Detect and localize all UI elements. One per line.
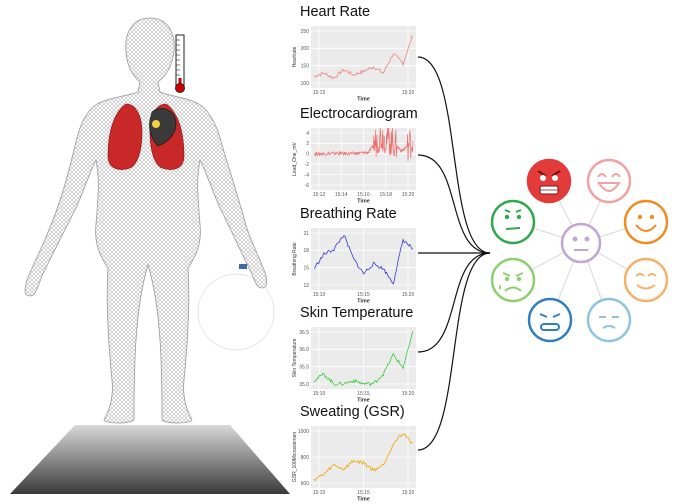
y-axis-label: Heartrate xyxy=(292,46,298,67)
y-tick-label: 200 xyxy=(301,46,310,52)
wrist-sensor xyxy=(239,264,247,269)
series-line xyxy=(313,235,414,285)
series-line xyxy=(313,331,414,387)
series-line xyxy=(313,433,414,482)
tense-face-icon xyxy=(527,297,573,343)
x-tick-label: 15:20 xyxy=(402,90,415,96)
panel-title-gsr: Sweating (GSR) xyxy=(300,404,405,420)
x-tick-label: 15:10 xyxy=(313,292,326,298)
connector-line xyxy=(417,154,491,254)
thermometer-mercury xyxy=(178,78,182,86)
x-tick-label: 15:20 xyxy=(402,490,415,496)
y-tick-label: -6 xyxy=(305,183,310,189)
y-tick-label: 100 xyxy=(301,81,310,87)
y-tick-label: 0 xyxy=(306,152,309,158)
body-silhouette xyxy=(24,17,268,424)
human-body-mesh-illustration xyxy=(10,17,290,494)
y-tick-label: 35.0 xyxy=(299,382,309,388)
sad-face-icon xyxy=(490,257,536,303)
panel-title-ecg: Electrocardiogram xyxy=(300,106,418,122)
connector-line xyxy=(417,56,491,254)
x-tick-label: 15:20 xyxy=(402,192,415,198)
x-tick-label: 15:14 xyxy=(335,192,348,198)
y-axis-label: Skin Temperature xyxy=(292,338,298,377)
calm-face-icon xyxy=(586,297,632,343)
panel-title-heart-rate: Heart Rate xyxy=(300,4,371,20)
y-tick-label: 4 xyxy=(306,131,309,137)
chart-breathing-rate: 21 18 15 12 15:10 15:15 15:20 Time Breathing Rat… xyxy=(292,228,416,305)
x-tick-label: 15:16 xyxy=(357,192,370,198)
y-axis-label: GSR_100Microsiemen xyxy=(292,432,298,483)
y-tick-label: 36.5 xyxy=(299,330,309,336)
x-tick-label: 15:15 xyxy=(313,90,326,96)
angry-face-icon xyxy=(526,158,572,204)
x-tick-label: 15:15 xyxy=(357,490,370,496)
neutral-face-icon xyxy=(560,222,602,264)
heart-highlight xyxy=(152,120,160,128)
panel-title-breathing: Breathing Rate xyxy=(300,206,397,222)
laughing-face-icon xyxy=(586,158,632,204)
x-tick-label: 15:10 xyxy=(313,490,326,496)
content-face-icon xyxy=(623,257,669,303)
thermometer-bulb xyxy=(175,83,185,93)
y-axis-label: Breathing Rate xyxy=(292,242,298,276)
x-tick-label: 15:10 xyxy=(313,391,326,397)
x-tick-label: 15:18 xyxy=(379,192,392,198)
disgusted-face-icon xyxy=(490,199,536,245)
x-axis-label: Time xyxy=(357,299,370,305)
y-tick-label: 250 xyxy=(301,29,310,35)
series-line xyxy=(313,127,414,162)
x-axis-label: Time xyxy=(357,97,370,103)
series-line xyxy=(313,35,414,80)
x-tick-label: 15:20 xyxy=(402,292,415,298)
connector-line xyxy=(417,252,491,451)
y-tick-label: -4 xyxy=(305,172,310,178)
x-axis-label: Time xyxy=(357,398,370,404)
sensor-range-circle xyxy=(197,273,275,351)
y-tick-label: 36.0 xyxy=(299,347,309,353)
chart-skin-temperature: 36.5 36.0 35.5 35.0 15:10 15:15 15:20 Time Skin … xyxy=(292,327,416,404)
chart-ecg: 4 2 0 -2 -4 -615:12 15:14 15:16 15:18 15:20 Time Le… xyxy=(292,127,416,205)
y-tick-label: 800 xyxy=(301,455,310,461)
y-tick-label: 15 xyxy=(303,265,309,271)
x-axis-label: Time xyxy=(357,199,370,205)
y-tick-label: -2 xyxy=(305,162,310,168)
y-tick-label: 1000 xyxy=(298,429,309,435)
left-lung xyxy=(107,103,143,170)
y-tick-label: 18 xyxy=(303,248,309,254)
x-tick-label: 15:12 xyxy=(313,192,326,198)
floor-platform xyxy=(10,425,290,494)
y-tick-label: 150 xyxy=(301,63,310,69)
x-axis-label: Time xyxy=(357,497,370,503)
y-axis-label: Lead_One_mV xyxy=(292,142,298,176)
x-tick-label: 15:15 xyxy=(357,292,370,298)
y-tick-label: 35.5 xyxy=(299,364,309,370)
x-tick-label: 15:20 xyxy=(402,391,415,397)
y-tick-label: 21 xyxy=(303,231,309,237)
y-tick-label: 12 xyxy=(303,283,309,289)
connector-line xyxy=(417,252,491,353)
panel-title-skin-temperature: Skin Temperature xyxy=(300,305,414,321)
x-tick-label: 15:15 xyxy=(357,391,370,397)
y-tick-label: 600 xyxy=(301,481,310,487)
y-tick-label: 2 xyxy=(306,141,309,147)
plot-area xyxy=(311,26,416,88)
heart-organ xyxy=(149,108,177,147)
happy-face-icon xyxy=(623,199,669,245)
